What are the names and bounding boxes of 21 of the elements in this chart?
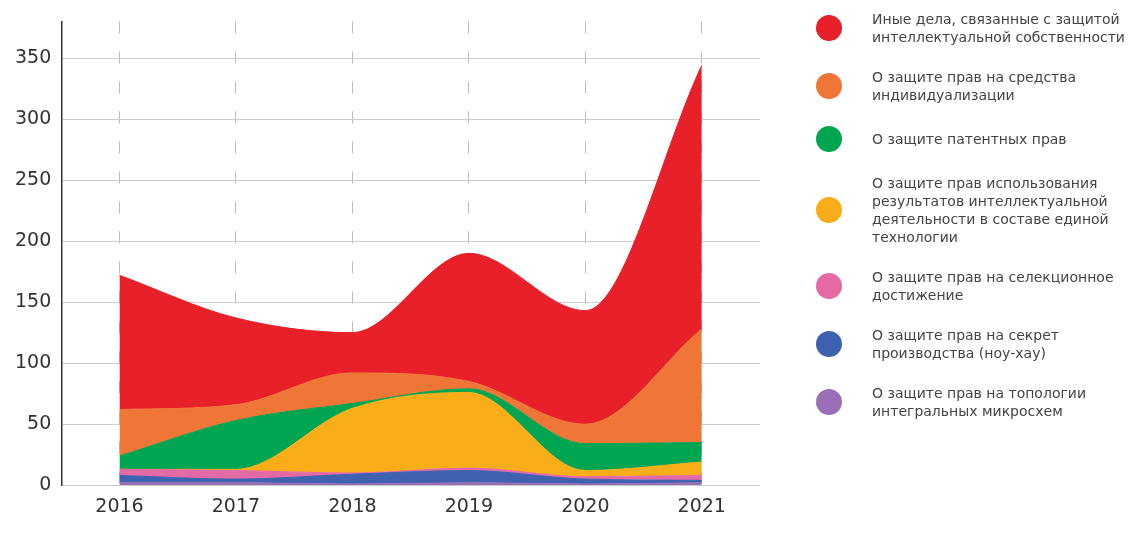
y-tick-label: 150 <box>15 289 52 312</box>
x-tick-label: 2016 <box>95 493 144 516</box>
legend-label: О защите прав на селекционное достижение <box>872 268 1115 304</box>
legend-label: О защите прав на средства индивидуализации <box>872 68 1078 104</box>
x-tick-label: 2021 <box>677 493 726 516</box>
x-tick-label: 2019 <box>444 493 494 516</box>
y-tick-label: 100 <box>15 350 52 373</box>
y-tick-label: 0 <box>39 472 52 495</box>
legend-label: Иные дела, связанные с защитой интеллектуальной собственности <box>872 10 1126 46</box>
y-tick-label: 50 <box>27 411 52 434</box>
y-tick-label: 200 <box>15 228 52 251</box>
x-tick-label: 2018 <box>328 493 377 516</box>
y-tick-label: 300 <box>15 105 52 128</box>
legend-label: О защите прав на секрет производства (ноу-хау) <box>872 326 1060 362</box>
x-tick-label: 2020 <box>561 493 610 516</box>
legend-label: О защите патентных прав <box>872 130 1068 148</box>
y-tick-label: 250 <box>15 167 52 190</box>
legend-label: О защите прав на топологии интегральных микросхем <box>872 384 1087 420</box>
x-tick-label: 2017 <box>211 493 261 516</box>
y-tick-label: 350 <box>15 44 52 67</box>
legend-label: О защите прав использования результатов интеллектуальной деятельности в составе единой технологии <box>872 174 1110 246</box>
